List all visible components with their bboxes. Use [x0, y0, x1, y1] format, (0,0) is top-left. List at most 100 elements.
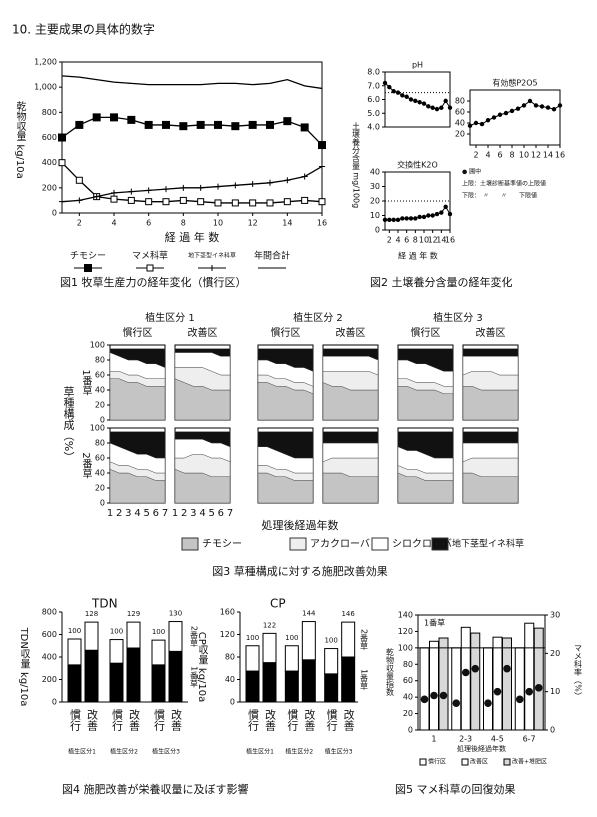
y-tick-label: 60: [95, 454, 105, 463]
y-tick-label: 0: [550, 726, 555, 735]
marker: [214, 120, 222, 129]
area: [397, 348, 454, 372]
group-label: 植生区分 1: [145, 311, 195, 324]
y-tick-label: 20: [550, 649, 560, 658]
marker: [283, 198, 291, 206]
marker: [400, 216, 405, 221]
marker: [485, 118, 491, 123]
marker: [283, 117, 292, 126]
area: [174, 431, 231, 448]
marker: [557, 103, 563, 108]
marker: [421, 214, 427, 220]
marker: [491, 115, 497, 120]
marker: [267, 179, 273, 186]
y-tick-label: 120: [220, 630, 235, 639]
legend-swatch: [419, 758, 427, 766]
y-tick-label: 60: [403, 676, 413, 685]
treatment-label: 改善: [128, 708, 141, 732]
marker: [533, 103, 539, 108]
marker: [110, 195, 118, 203]
x-tick-label: 2: [77, 219, 82, 228]
y-axis-label: 乾物収量 kg/10a: [14, 100, 26, 179]
bar: [483, 647, 493, 731]
caption: 図2 土壌養分含量の経年変化: [370, 275, 513, 289]
marker: [146, 264, 154, 272]
y-tick-label: 40: [455, 119, 465, 128]
x-tick-label: 7: [162, 508, 168, 519]
y-tick-label: 0: [52, 698, 57, 707]
treatment-label: 慣行: [111, 708, 124, 732]
legend-label: 地下茎型イネ科草: [188, 252, 236, 260]
x-tick-label: 10: [419, 236, 429, 245]
marker: [110, 113, 118, 122]
treatment-label: 慣行区: [123, 326, 153, 339]
marker: [92, 113, 101, 122]
marker: [387, 217, 392, 223]
marker: [76, 197, 83, 204]
area: [462, 472, 519, 504]
treatment-label: 改善: [170, 708, 183, 732]
marker: [215, 183, 221, 190]
area: [174, 348, 231, 357]
marker: [301, 173, 308, 180]
bar-segment: [301, 659, 316, 703]
area: [322, 431, 379, 444]
group-label: 植生区分1: [246, 748, 274, 756]
page-title: 10. 主要成果の具体的数字: [12, 22, 155, 37]
marker: [395, 90, 401, 95]
bar-segment: [67, 638, 82, 666]
y-tick-label: 80: [455, 97, 465, 106]
marker: [509, 108, 515, 114]
marker: [527, 98, 533, 104]
y-tick-label: 80: [95, 356, 105, 365]
marker: [413, 216, 418, 221]
legume-dot: [503, 664, 511, 673]
marker: [162, 198, 170, 206]
y-tick-label: 10: [550, 687, 560, 696]
legume-dot: [493, 687, 502, 696]
x-tick-label: 8: [509, 151, 514, 160]
legume-dot: [471, 664, 480, 673]
data-line: [61, 75, 323, 90]
y-tick-label: 5.0: [367, 109, 380, 118]
legend-swatch: [371, 537, 389, 551]
marker: [75, 120, 84, 129]
area: [322, 472, 379, 504]
y-tick-label: 10: [370, 211, 380, 220]
marker: [382, 80, 388, 86]
marker: [179, 122, 188, 131]
bar-segment: [245, 670, 260, 703]
bar-segment: [126, 647, 141, 703]
marker: [318, 141, 326, 150]
y-tick-label: 20: [370, 197, 380, 206]
group-label: 植生区分3: [152, 748, 180, 756]
y-tick-label: 800: [42, 108, 57, 117]
index-label: 100: [324, 637, 337, 645]
marker: [75, 176, 83, 184]
bar-segment: [168, 621, 183, 652]
bar-segment: [126, 621, 141, 649]
marker: [232, 182, 239, 189]
area: [462, 431, 519, 444]
marker: [479, 121, 485, 127]
legend-swatch: [431, 537, 449, 551]
marker: [144, 120, 153, 129]
legend-swatch: [503, 758, 511, 766]
treatment-label: 改善区: [188, 326, 218, 339]
x-axis-label: 経 過 年 数: [165, 230, 220, 244]
y-axis-label: 乾物収量指数: [386, 647, 395, 697]
bar-segment: [168, 650, 183, 703]
legume-dot: [430, 691, 438, 700]
y-tick-label: 1,000: [34, 83, 57, 92]
legend-label: 下限： 〃 〃 下限値: [462, 192, 537, 200]
cut-label: 1番草: [80, 369, 92, 395]
y-tick-label: 6.0: [367, 95, 380, 104]
legend-label: 地下茎型イネ科草: [452, 538, 524, 550]
legend-swatch: [181, 537, 199, 551]
y-axis-label: 草種構成（%）: [62, 385, 75, 462]
area: [257, 431, 314, 459]
y-tick-label: 60: [95, 371, 105, 380]
marker: [413, 98, 418, 104]
plot-frame: [469, 89, 561, 146]
